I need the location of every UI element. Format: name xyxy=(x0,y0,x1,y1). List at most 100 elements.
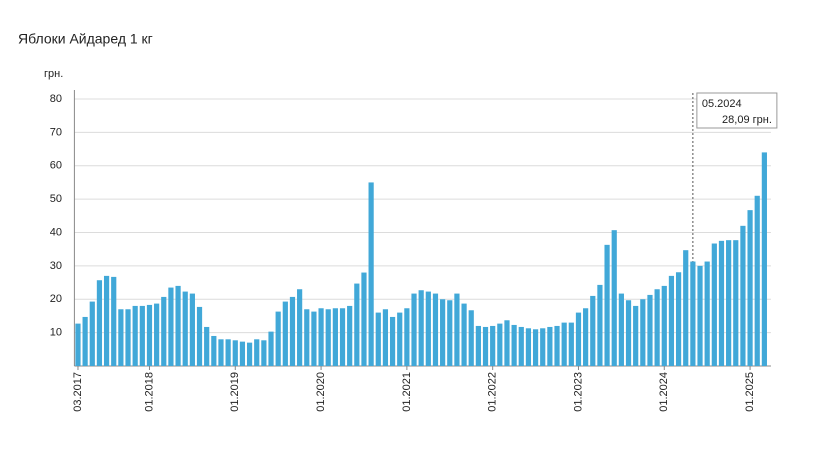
bar xyxy=(640,299,646,366)
bar xyxy=(532,329,539,366)
bar xyxy=(561,322,567,366)
bar xyxy=(275,311,281,366)
y-tick-label: 50 xyxy=(50,193,62,205)
bar xyxy=(375,312,381,366)
bar xyxy=(332,308,338,366)
bar xyxy=(175,285,181,366)
bar xyxy=(89,301,95,366)
bar xyxy=(218,339,224,366)
bar xyxy=(103,275,110,366)
bar xyxy=(75,323,81,366)
bar xyxy=(368,182,374,366)
bar xyxy=(282,301,288,366)
bar xyxy=(261,340,267,366)
bar xyxy=(361,272,367,366)
tooltip-category: 05.2024 xyxy=(702,98,742,110)
bar xyxy=(468,310,474,366)
bar xyxy=(354,283,360,366)
bar xyxy=(504,320,510,366)
bar xyxy=(454,293,460,366)
bar xyxy=(633,305,639,366)
tooltip-value: 28,09 грн. xyxy=(722,114,772,126)
bar xyxy=(511,324,517,366)
bar xyxy=(726,240,732,366)
bar xyxy=(318,308,324,366)
x-tick-label: 01.2018 xyxy=(143,372,155,412)
tooltip-box xyxy=(696,92,778,129)
bar xyxy=(525,328,532,366)
bar xyxy=(697,265,703,366)
y-tick-label: 70 xyxy=(50,126,62,138)
y-tick-label: 30 xyxy=(50,260,62,272)
bar xyxy=(139,305,145,366)
bar xyxy=(118,309,124,366)
bar xyxy=(382,309,389,366)
bar xyxy=(397,312,403,366)
bar xyxy=(389,316,396,366)
bar xyxy=(239,341,246,366)
x-tick-label: 01.2023 xyxy=(572,372,584,412)
bar xyxy=(196,306,203,366)
bar xyxy=(232,340,238,366)
bar xyxy=(418,290,424,366)
bar xyxy=(518,326,524,366)
bar xyxy=(125,309,131,366)
bar xyxy=(161,296,167,366)
bar xyxy=(490,325,496,366)
bar xyxy=(154,303,160,366)
x-tick-label: 01.2024 xyxy=(658,372,670,412)
bar xyxy=(554,325,560,366)
chart-title: Яблоки Айдаред 1 кг xyxy=(18,31,153,47)
bar xyxy=(704,261,710,366)
bar xyxy=(740,225,746,366)
bar xyxy=(96,280,103,366)
y-tick-label: 10 xyxy=(50,327,62,339)
bar xyxy=(132,305,138,366)
bar xyxy=(733,240,739,366)
y-tick-label: 40 xyxy=(50,226,62,238)
bar xyxy=(647,294,653,366)
bar xyxy=(146,304,153,366)
bar xyxy=(754,195,760,366)
y-tick-label: 60 xyxy=(50,160,62,172)
bar xyxy=(211,335,217,366)
bar xyxy=(325,309,331,366)
bar xyxy=(761,152,767,366)
bar xyxy=(604,244,610,366)
bar xyxy=(297,289,303,366)
bar xyxy=(432,293,439,366)
x-tick-label: 01.2020 xyxy=(315,372,327,412)
bar xyxy=(189,293,195,366)
bar xyxy=(668,275,675,366)
bar xyxy=(304,309,310,366)
bar xyxy=(225,339,231,366)
bar xyxy=(611,230,617,366)
x-tick-label: 01.2025 xyxy=(744,372,756,412)
x-tick-label: 01.2021 xyxy=(401,372,413,412)
bar xyxy=(547,326,553,366)
bar xyxy=(711,243,717,366)
bar xyxy=(204,326,210,366)
bar xyxy=(747,210,753,366)
bar xyxy=(597,284,603,366)
bar xyxy=(440,299,446,366)
bar xyxy=(540,328,546,366)
bar xyxy=(404,308,410,366)
bar xyxy=(425,291,431,366)
bar xyxy=(497,323,503,366)
bar xyxy=(690,261,696,366)
bar xyxy=(339,308,346,366)
bar xyxy=(683,250,689,366)
bar xyxy=(625,300,632,366)
bar xyxy=(482,326,489,366)
bar xyxy=(411,293,417,366)
bar xyxy=(311,311,317,366)
bar xyxy=(82,316,88,366)
bar xyxy=(675,272,682,366)
bar xyxy=(289,296,296,366)
bar xyxy=(268,331,274,366)
bar xyxy=(654,289,660,366)
y-tick-label: 20 xyxy=(50,293,62,305)
